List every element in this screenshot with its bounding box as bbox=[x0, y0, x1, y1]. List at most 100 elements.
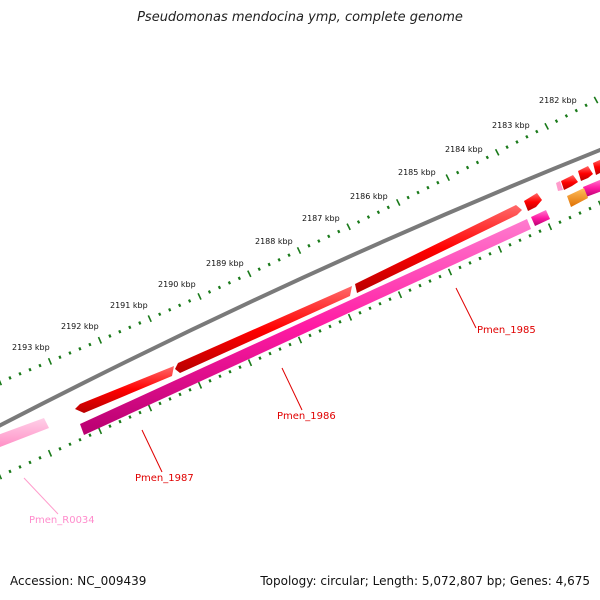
cds-feature-forward-3[interactable] bbox=[355, 205, 522, 293]
cds-feature-forward-6[interactable] bbox=[578, 166, 593, 181]
outer-major-tick bbox=[494, 148, 500, 156]
scale-label: 2189 kbp bbox=[206, 259, 244, 268]
outer-minor-tick bbox=[158, 312, 162, 317]
feature-label-pmen-1985[interactable]: Pmen_1985 bbox=[477, 325, 536, 336]
inner-minor-tick bbox=[438, 274, 442, 279]
outer-minor-tick bbox=[128, 325, 132, 330]
inner-major-tick bbox=[597, 200, 600, 206]
outer-minor-tick bbox=[456, 170, 460, 175]
inner-minor-tick bbox=[178, 392, 182, 397]
outer-minor-tick bbox=[18, 371, 22, 376]
cds-feature-forward-4[interactable] bbox=[524, 193, 542, 211]
outer-minor-tick bbox=[287, 253, 291, 257]
scale-label: 2184 kbp bbox=[445, 145, 483, 154]
inner-minor-tick bbox=[428, 279, 432, 283]
rna-gene-feature[interactable] bbox=[0, 418, 49, 449]
outer-minor-tick bbox=[58, 355, 62, 360]
inner-major-tick bbox=[47, 449, 53, 457]
inner-minor-tick bbox=[378, 301, 382, 306]
inner-minor-tick bbox=[8, 469, 12, 474]
misc-feature[interactable] bbox=[567, 188, 588, 207]
outer-minor-tick bbox=[237, 276, 241, 281]
inner-minor-tick bbox=[458, 265, 462, 270]
inner-major-tick bbox=[0, 474, 3, 480]
outer-major-tick bbox=[197, 292, 202, 300]
inner-minor-tick bbox=[388, 297, 392, 302]
outer-minor-tick bbox=[356, 220, 361, 224]
gene-feature-2[interactable] bbox=[531, 210, 550, 226]
label-leader-3 bbox=[141, 429, 163, 473]
inner-tick-track bbox=[0, 200, 600, 480]
outer-major-tick bbox=[395, 198, 401, 206]
outer-major-tick bbox=[593, 96, 599, 104]
outer-minor-tick bbox=[416, 190, 420, 195]
scale-label: 2187 kbp bbox=[302, 214, 340, 223]
accession-label: Accession: NC_009439 bbox=[10, 574, 147, 588]
outer-major-tick bbox=[296, 246, 302, 255]
cds-feature-forward-5[interactable] bbox=[561, 175, 578, 190]
map-title: Pseudomonas mendocina ymp, complete geno… bbox=[137, 10, 463, 25]
outer-major-tick bbox=[147, 315, 152, 323]
outer-minor-tick bbox=[138, 321, 142, 325]
outer-minor-tick bbox=[207, 290, 212, 294]
inner-minor-tick bbox=[188, 388, 192, 392]
cds-feature-forward-7[interactable] bbox=[593, 159, 600, 175]
inner-minor-tick bbox=[558, 220, 562, 224]
inner-minor-tick bbox=[578, 211, 582, 215]
outer-minor-tick bbox=[108, 334, 112, 338]
inner-minor-tick bbox=[408, 288, 412, 292]
scale-label: 2183 kbp bbox=[492, 121, 530, 130]
outer-minor-tick bbox=[465, 165, 470, 170]
inner-minor-tick bbox=[238, 365, 242, 370]
cds-feature-forward-2[interactable] bbox=[175, 286, 352, 373]
outer-minor-tick bbox=[426, 185, 430, 190]
label-leader-1 bbox=[455, 287, 477, 329]
inner-minor-tick bbox=[518, 238, 522, 243]
outer-minor-tick bbox=[227, 281, 232, 285]
inner-minor-tick bbox=[138, 410, 142, 415]
outer-minor-tick bbox=[366, 215, 371, 219]
inner-minor-tick bbox=[588, 206, 592, 211]
outer-major-tick bbox=[0, 379, 3, 386]
outer-major-tick bbox=[247, 270, 252, 278]
outer-minor-tick bbox=[564, 114, 569, 118]
outer-minor-tick bbox=[317, 239, 321, 243]
outer-minor-tick bbox=[475, 160, 480, 165]
inner-minor-tick bbox=[68, 442, 72, 447]
feature-label-pmen-1986[interactable]: Pmen_1986 bbox=[277, 411, 336, 422]
inner-minor-tick bbox=[358, 310, 362, 315]
outer-minor-tick bbox=[505, 145, 509, 150]
feature-label-pmen-1987[interactable]: Pmen_1987 bbox=[135, 473, 194, 484]
inner-major-tick bbox=[497, 245, 503, 253]
scale-label: 2192 kbp bbox=[61, 322, 99, 331]
scale-label: 2186 kbp bbox=[350, 192, 388, 201]
inner-minor-tick bbox=[568, 215, 572, 220]
inner-minor-tick bbox=[18, 465, 22, 469]
inner-minor-tick bbox=[288, 342, 292, 347]
outer-minor-tick bbox=[307, 243, 311, 248]
inner-minor-tick bbox=[478, 256, 482, 261]
feature-label-pmen-r0034[interactable]: Pmen_R0034 bbox=[29, 515, 95, 526]
inner-minor-tick bbox=[168, 397, 172, 401]
inner-minor-tick bbox=[88, 433, 92, 438]
inner-minor-tick bbox=[418, 283, 422, 288]
outer-minor-tick bbox=[68, 351, 72, 355]
outer-minor-tick bbox=[78, 346, 82, 351]
inner-major-tick bbox=[547, 223, 553, 231]
inner-minor-tick bbox=[118, 419, 122, 424]
inner-major-tick bbox=[97, 427, 103, 435]
gene-feature-3[interactable] bbox=[583, 179, 600, 197]
gene-feature-1[interactable] bbox=[80, 219, 531, 435]
cds-feature-forward-1[interactable] bbox=[75, 366, 174, 413]
outer-minor-tick bbox=[436, 180, 440, 185]
label-leader-4 bbox=[23, 477, 59, 515]
rna-feature-small[interactable] bbox=[556, 181, 563, 191]
inner-minor-tick bbox=[368, 306, 372, 311]
inner-minor-tick bbox=[218, 374, 222, 379]
outer-minor-tick bbox=[267, 262, 271, 267]
outer-minor-tick bbox=[485, 155, 489, 160]
scale-label: 2185 kbp bbox=[398, 168, 436, 177]
inner-minor-tick bbox=[258, 356, 262, 360]
outer-minor-tick bbox=[525, 134, 529, 139]
